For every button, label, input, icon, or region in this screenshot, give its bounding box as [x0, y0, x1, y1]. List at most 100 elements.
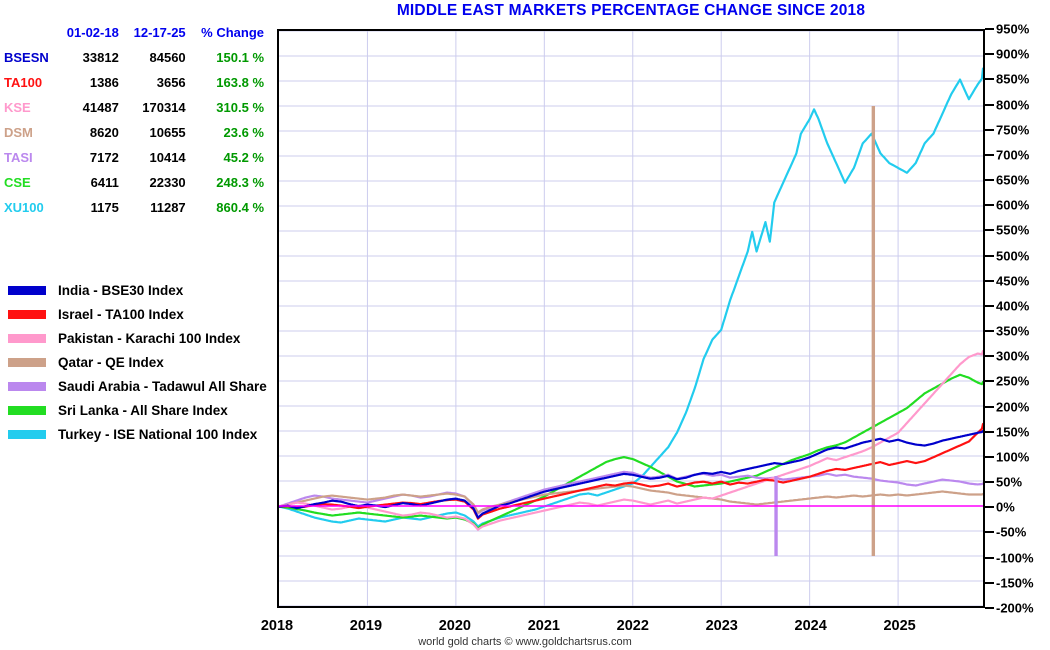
- quote-table: 01-02-18 12-17-25 % Change BSESN 33812 845…: [0, 20, 272, 220]
- quote-start-value: 41487: [82, 100, 119, 115]
- y-axis-label: 150%: [996, 424, 1030, 440]
- quote-table-header-row: 01-02-18 12-17-25 % Change: [0, 20, 272, 45]
- y-axis-tick: [985, 380, 994, 383]
- quote-pct-change: 150.1 %: [216, 50, 264, 65]
- chart-canvas: [279, 31, 983, 606]
- y-axis-label: 0%: [996, 499, 1015, 515]
- x-axis-label: 2025: [883, 618, 916, 634]
- legend-label: Sri Lanka - All Share Index: [58, 402, 228, 418]
- y-axis-tick: [985, 355, 994, 358]
- y-axis-label: 250%: [996, 373, 1030, 389]
- y-axis-label: -150%: [996, 575, 1034, 591]
- quote-start-value: 7172: [89, 150, 119, 165]
- y-axis-label: 700%: [996, 147, 1030, 163]
- y-axis-label: -50%: [996, 524, 1027, 540]
- quote-pct-change: 248.3 %: [216, 175, 264, 190]
- y-axis-tick: [985, 304, 994, 307]
- legend-item: India - BSE30 Index: [8, 278, 267, 302]
- quote-header-date-start: 01-02-18: [66, 25, 119, 40]
- quote-row: TA100 1386 3656 163.8 %: [0, 70, 272, 95]
- y-axis-tick: [985, 455, 994, 458]
- quote-end-value: 170314: [142, 100, 186, 115]
- series-line: [279, 484, 983, 514]
- y-axis-label: 750%: [996, 122, 1030, 138]
- y-axis-label: -100%: [996, 550, 1034, 566]
- y-axis-label: 50%: [996, 474, 1023, 490]
- quote-row: DSM 8620 10655 23.6 %: [0, 120, 272, 145]
- legend-label: Turkey - ISE National 100 Index: [58, 426, 258, 442]
- quote-end-value: 84560: [149, 50, 186, 65]
- legend-swatch-icon: [8, 381, 46, 391]
- quote-start-value: 6411: [90, 175, 119, 190]
- legend-item: Qatar - QE Index: [8, 350, 267, 374]
- quote-symbol: TA100: [4, 75, 43, 90]
- y-axis-tick: [985, 330, 994, 333]
- footer-credit: world gold charts © www.goldchartsrus.co…: [418, 636, 632, 648]
- y-axis-tick: [985, 405, 994, 408]
- y-axis-tick: [985, 204, 994, 207]
- series-line: [279, 349, 983, 531]
- y-axis-tick: [985, 581, 994, 584]
- quote-pct-change: 163.8 %: [216, 75, 264, 90]
- quote-start-value: 8620: [89, 125, 119, 140]
- x-axis-label: 2022: [616, 618, 649, 634]
- legend-swatch-icon: [8, 309, 46, 319]
- legend-label: Israel - TA100 Index: [58, 306, 184, 322]
- quote-header-date-end: 12-17-25: [133, 25, 186, 40]
- y-axis-label: 550%: [996, 222, 1030, 238]
- quote-row: CSE 6411 22330 248.3 %: [0, 170, 272, 195]
- y-axis-label: 100%: [996, 449, 1030, 465]
- quote-pct-change: 23.6 %: [223, 125, 264, 140]
- x-axis-label: 2019: [349, 618, 383, 634]
- chart-title: MIDDLE EAST MARKETS PERCENTAGE CHANGE SI…: [396, 2, 866, 19]
- chart-legend: India - BSE30 Index Israel - TA100 Index P…: [8, 278, 267, 446]
- quote-start-value: 1386: [89, 75, 119, 90]
- y-axis-tick: [985, 481, 994, 484]
- legend-item: Pakistan - Karachi 100 Index: [8, 326, 267, 350]
- legend-swatch-icon: [8, 357, 46, 367]
- y-axis-label: 600%: [996, 197, 1030, 213]
- quote-symbol: KSE: [4, 100, 31, 115]
- quote-start-value: 1175: [90, 200, 119, 215]
- quote-pct-change: 45.2 %: [223, 150, 264, 165]
- quote-header-symbol: [0, 20, 62, 45]
- x-axis-label: 2020: [438, 618, 472, 634]
- quote-end-value: 11287: [150, 200, 186, 215]
- chart-plot-area: [277, 29, 985, 608]
- quote-symbol: XU100: [4, 200, 44, 215]
- y-axis-tick: [985, 506, 994, 509]
- quote-row: XU100 1175 11287 860.4 %: [0, 195, 272, 220]
- legend-swatch-icon: [8, 429, 46, 439]
- series-line: [279, 422, 983, 520]
- legend-label: India - BSE30 Index: [58, 282, 184, 298]
- x-axis-label: 2018: [260, 618, 294, 634]
- y-axis-label: 400%: [996, 298, 1030, 314]
- series-line: [279, 429, 983, 519]
- y-axis-tick: [985, 53, 994, 56]
- y-axis-tick: [985, 556, 994, 559]
- y-axis-label: 850%: [996, 71, 1030, 87]
- quote-pct-change: 310.5 %: [216, 100, 264, 115]
- y-axis-tick: [985, 28, 994, 30]
- y-axis-tick: [985, 607, 994, 609]
- quote-pct-change: 860.4 %: [216, 200, 264, 215]
- x-axis-label: 2023: [705, 618, 738, 634]
- y-axis-tick: [985, 128, 994, 131]
- y-axis-tick: [985, 78, 994, 81]
- y-axis-label: 300%: [996, 348, 1030, 364]
- quote-row: TASI 7172 10414 45.2 %: [0, 145, 272, 170]
- x-axis-label: 2021: [527, 618, 560, 634]
- y-axis-tick: [985, 179, 994, 182]
- y-axis-label: 500%: [996, 248, 1030, 264]
- legend-label: Saudi Arabia - Tadawul All Share: [58, 378, 267, 394]
- x-axis-label: 2024: [794, 618, 827, 634]
- quote-table-body: BSESN 33812 84560 150.1 % TA100 1386 3656 163.8…: [0, 45, 272, 220]
- quote-symbol: TASI: [4, 150, 33, 165]
- legend-item: Sri Lanka - All Share Index: [8, 398, 267, 422]
- y-axis-tick: [985, 153, 994, 156]
- quote-end-value: 10414: [149, 150, 186, 165]
- quote-table-grid: 01-02-18 12-17-25 % Change BSESN 33812 845…: [0, 20, 272, 220]
- y-axis-tick: [985, 229, 994, 232]
- quote-row: KSE 41487 170314 310.5 %: [0, 95, 272, 120]
- quote-start-value: 33812: [82, 50, 119, 65]
